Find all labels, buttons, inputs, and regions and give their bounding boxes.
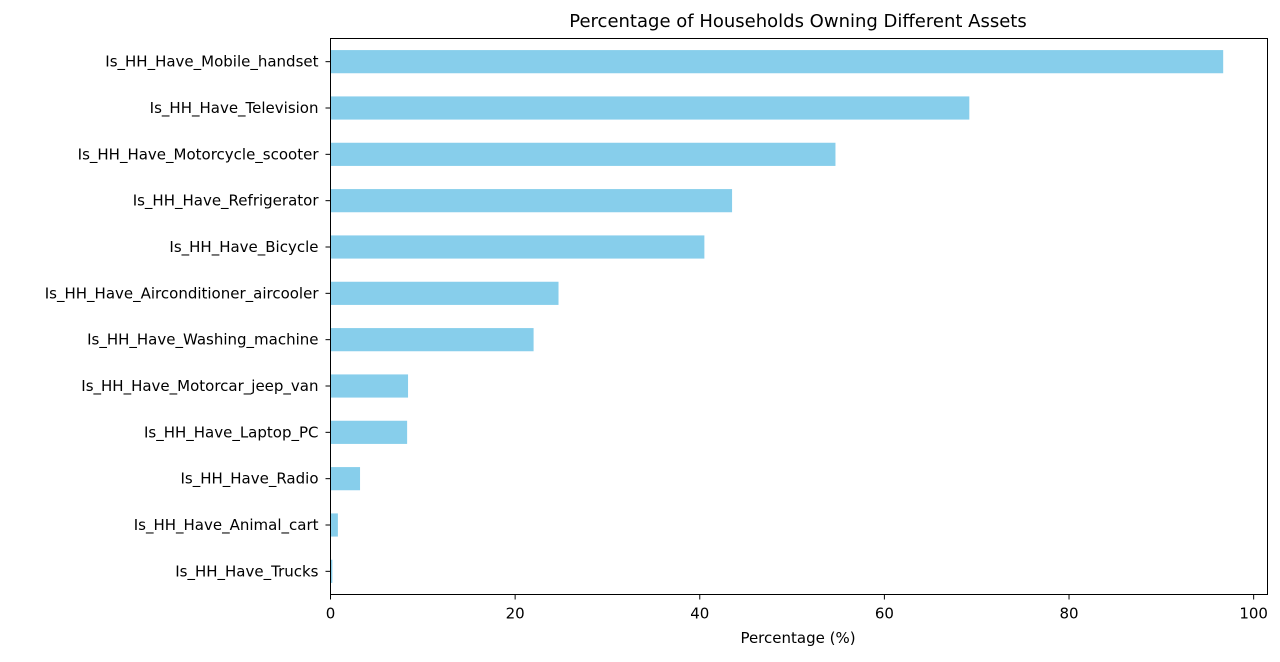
y-tick-label: Is_HH_Have_Television <box>150 99 319 118</box>
y-tick-label: Is_HH_Have_Washing_machine <box>87 331 318 350</box>
x-axis-label: Percentage (%) <box>740 629 855 647</box>
x-tick-label: 60 <box>875 605 894 623</box>
bar <box>330 467 361 491</box>
y-tick-label: Is_HH_Have_Mobile_handset <box>105 53 318 72</box>
y-tick-label: Is_HH_Have_Laptop_PC <box>144 423 319 442</box>
y-tick-label: Is_HH_Have_Animal_cart <box>134 516 319 535</box>
x-tick-label: 80 <box>1059 605 1078 623</box>
bars-layer <box>330 50 1224 583</box>
y-tick-label: Is_HH_Have_Bicycle <box>169 238 318 257</box>
bar <box>330 50 1224 74</box>
y-axis-ticks: Is_HH_Have_Mobile_handset Is_HH_Have_Tele… <box>45 53 331 581</box>
x-tick-label: 0 <box>326 605 336 623</box>
bar <box>330 374 409 398</box>
bar <box>330 235 705 259</box>
x-tick-label: 20 <box>506 605 525 623</box>
y-tick-label: Is_HH_Have_Trucks <box>175 562 318 581</box>
plot-frame <box>330 38 1268 595</box>
chart-title: Percentage of Households Owning Differen… <box>569 11 1026 32</box>
x-axis-ticks: 0 20 40 60 80 100 <box>326 594 1268 623</box>
y-tick-label: Is_HH_Have_Airconditioner_aircooler <box>45 284 320 303</box>
bar <box>330 189 733 213</box>
bar <box>330 559 333 583</box>
y-tick-label: Is_HH_Have_Radio <box>180 470 318 489</box>
y-tick-label: Is_HH_Have_Refrigerator <box>133 192 320 211</box>
bar <box>330 328 534 352</box>
y-tick-label: Is_HH_Have_Motorcycle_scooter <box>78 145 320 164</box>
bar <box>330 142 836 166</box>
y-tick-label: Is_HH_Have_Motorcar_jeep_van <box>81 377 318 396</box>
x-tick-label: 100 <box>1239 605 1268 623</box>
bar <box>330 281 559 305</box>
bar <box>330 96 970 120</box>
x-tick-label: 40 <box>690 605 709 623</box>
bar <box>330 513 338 537</box>
bar <box>330 420 408 444</box>
